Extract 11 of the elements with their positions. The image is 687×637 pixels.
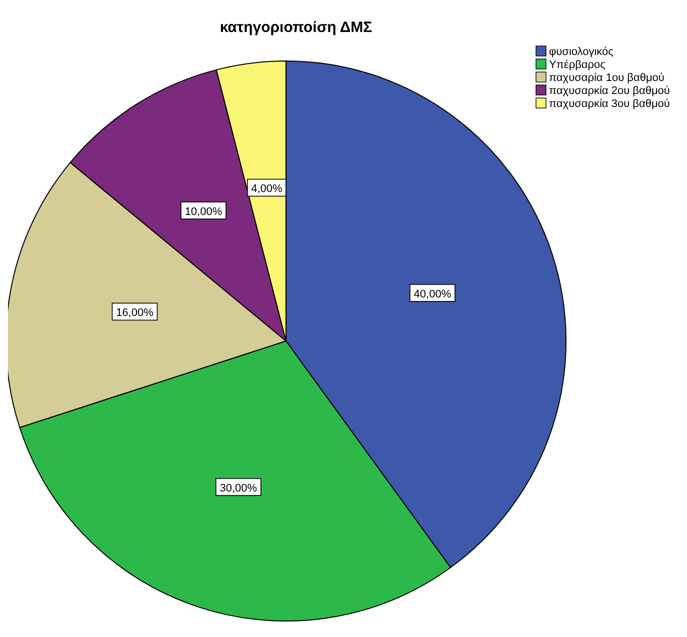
chart-title: κατηγοριοποίση ΔΜΣ — [220, 19, 372, 36]
data-label: 4,00% — [251, 183, 283, 196]
data-label: 40,00% — [414, 288, 452, 300]
legend-label: φυσιολογικός — [549, 46, 614, 58]
legend-label: παχυσαρκία 3ου βαθμού — [549, 98, 670, 110]
legend-label: παχυσαρκία 2ου βαθμού — [549, 85, 670, 97]
data-label: 16,00% — [116, 307, 154, 320]
data-label: 10,00% — [184, 206, 222, 218]
legend-label: Υπέρβαρος — [549, 59, 606, 71]
data-label: 30,00% — [220, 482, 258, 494]
legend-label: παχυσαρία 1ου βαθμού — [549, 72, 664, 84]
